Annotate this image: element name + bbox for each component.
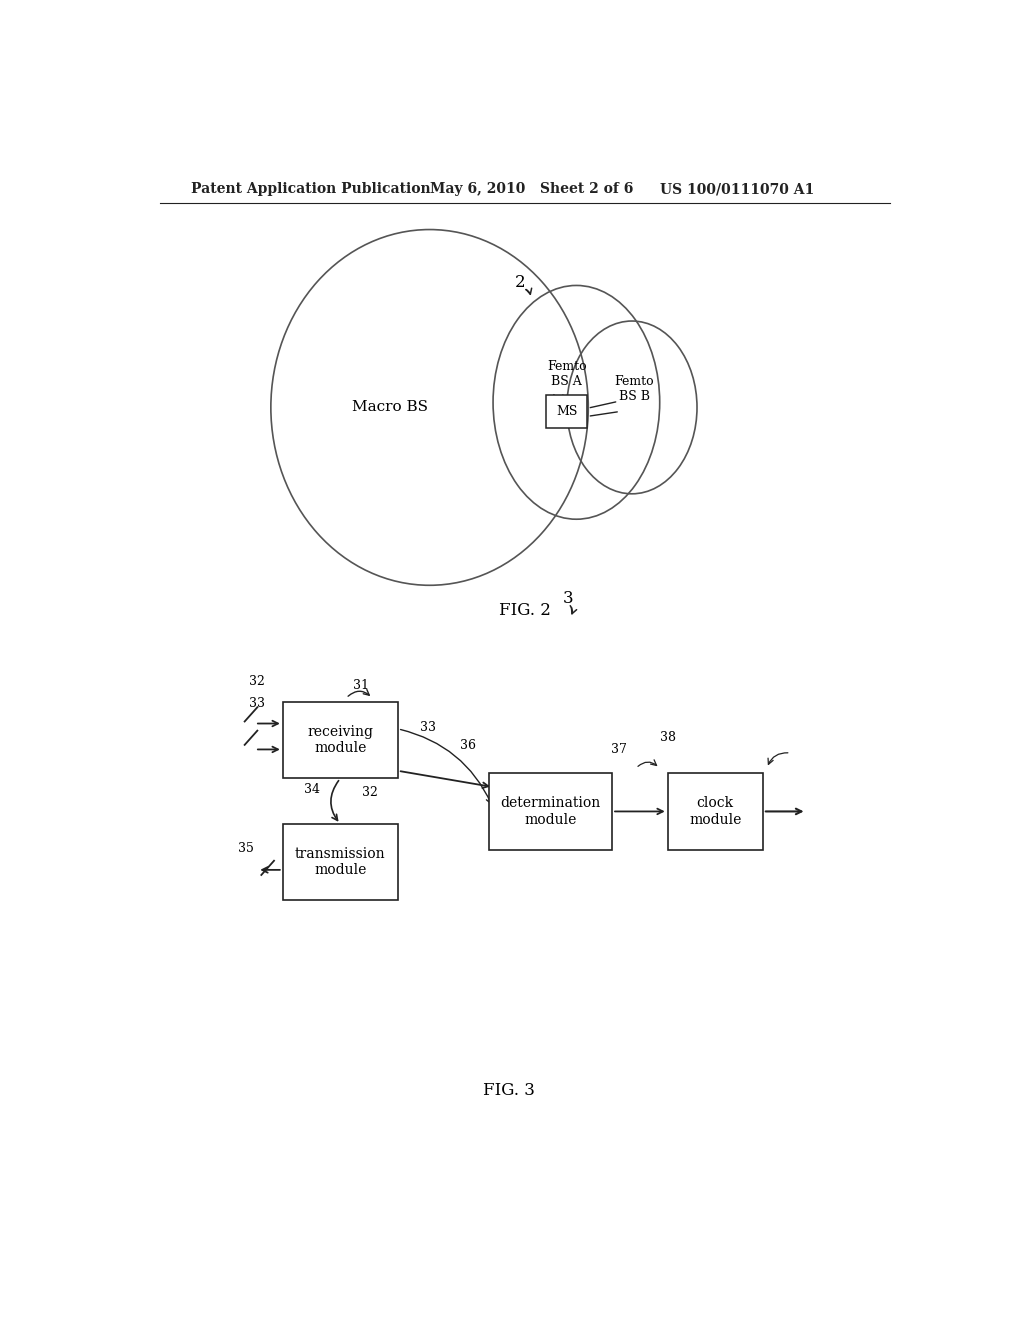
Text: receiving
module: receiving module xyxy=(307,725,374,755)
FancyBboxPatch shape xyxy=(668,774,763,850)
FancyBboxPatch shape xyxy=(546,395,588,428)
Text: May 6, 2010   Sheet 2 of 6: May 6, 2010 Sheet 2 of 6 xyxy=(430,182,633,195)
Text: 31: 31 xyxy=(352,678,369,692)
Text: 3: 3 xyxy=(563,590,573,607)
Text: US 100/0111070 A1: US 100/0111070 A1 xyxy=(659,182,814,195)
Text: 37: 37 xyxy=(611,743,627,756)
Text: 32: 32 xyxy=(249,675,264,688)
FancyBboxPatch shape xyxy=(489,774,612,850)
Text: Femto
BS A: Femto BS A xyxy=(547,360,587,388)
Text: Macro BS: Macro BS xyxy=(352,400,428,414)
Text: 38: 38 xyxy=(659,731,676,743)
FancyBboxPatch shape xyxy=(283,702,397,779)
Text: MS: MS xyxy=(556,405,578,418)
Text: clock
module: clock module xyxy=(689,796,741,826)
Text: FIG. 2: FIG. 2 xyxy=(499,602,551,619)
Text: Patent Application Publication: Patent Application Publication xyxy=(191,182,431,195)
Text: Femto
BS B: Femto BS B xyxy=(614,375,654,403)
Text: 33: 33 xyxy=(420,721,436,734)
Text: 36: 36 xyxy=(460,739,476,752)
Text: determination
module: determination module xyxy=(501,796,601,826)
Text: 33: 33 xyxy=(249,697,264,710)
Text: transmission
module: transmission module xyxy=(295,847,386,878)
Text: 35: 35 xyxy=(238,842,253,854)
Text: 32: 32 xyxy=(362,785,378,799)
FancyBboxPatch shape xyxy=(283,824,397,900)
Text: 2: 2 xyxy=(514,275,525,290)
Text: 34: 34 xyxy=(304,783,321,796)
Text: FIG. 3: FIG. 3 xyxy=(483,1082,535,1100)
